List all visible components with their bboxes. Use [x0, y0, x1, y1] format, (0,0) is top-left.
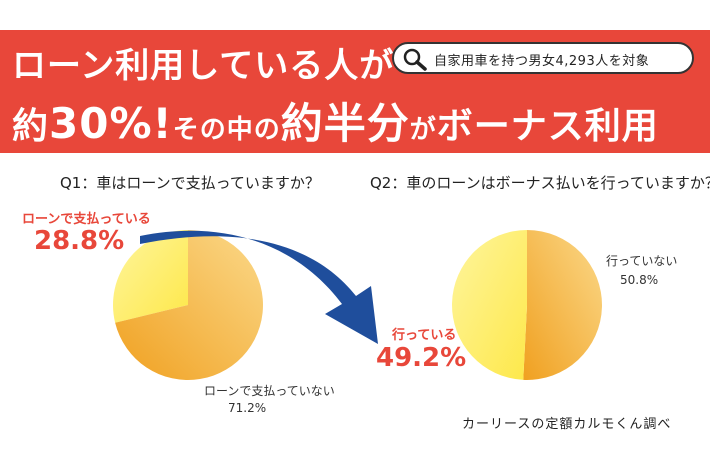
q1-slice-yes-label: ローンで支払っている — [22, 212, 151, 227]
target-badge: 自家用車を持つ男女4,293人を対象 — [392, 42, 694, 74]
survey-credit: カーリースの定額カルモくん調べ — [462, 417, 672, 432]
q1-slice-yes-value: 28.8% — [34, 226, 125, 256]
headline-percent: 30%! — [49, 99, 173, 148]
q1-slice-yes — [112, 230, 188, 323]
q2-slice-no — [523, 230, 602, 380]
magnifier-icon — [403, 48, 427, 71]
headline-line2: 約30%!その中の約半分がボーナス利用 — [12, 90, 659, 151]
q2-slice-yes-value: 49.2% — [376, 343, 467, 373]
headline-prefix: 約 — [12, 106, 50, 147]
q2-slice-yes — [451, 230, 527, 380]
headline-end: ボーナス利用 — [436, 106, 659, 147]
q2-title: Q2：車のローンはボーナス払いを行っていますか？ — [370, 174, 710, 192]
arrow-shape — [140, 230, 378, 344]
headline-ga: が — [409, 115, 437, 145]
q1-pie — [112, 230, 263, 381]
badge-text: 自家用車を持つ男女4,293人を対象 — [434, 54, 650, 69]
q2-slice-yes-label: 行っている — [392, 328, 457, 343]
q1-slice-no — [115, 230, 263, 381]
q1-slice-no-value: 71.2% — [228, 401, 267, 415]
q2-slice-no-label: 行っていない — [606, 254, 678, 268]
q2-slice-no-value: 50.8% — [620, 273, 659, 287]
q2-pie — [451, 230, 602, 380]
headline-line1: ローン利用している人が — [12, 46, 395, 86]
headline-half: 約半分 — [280, 99, 410, 148]
q1-title: Q1：車はローンで支払っていますか？ — [60, 174, 320, 192]
q1-slice-no-label: ローンで支払っていない — [204, 384, 335, 398]
headline-mid: その中の — [172, 115, 281, 145]
